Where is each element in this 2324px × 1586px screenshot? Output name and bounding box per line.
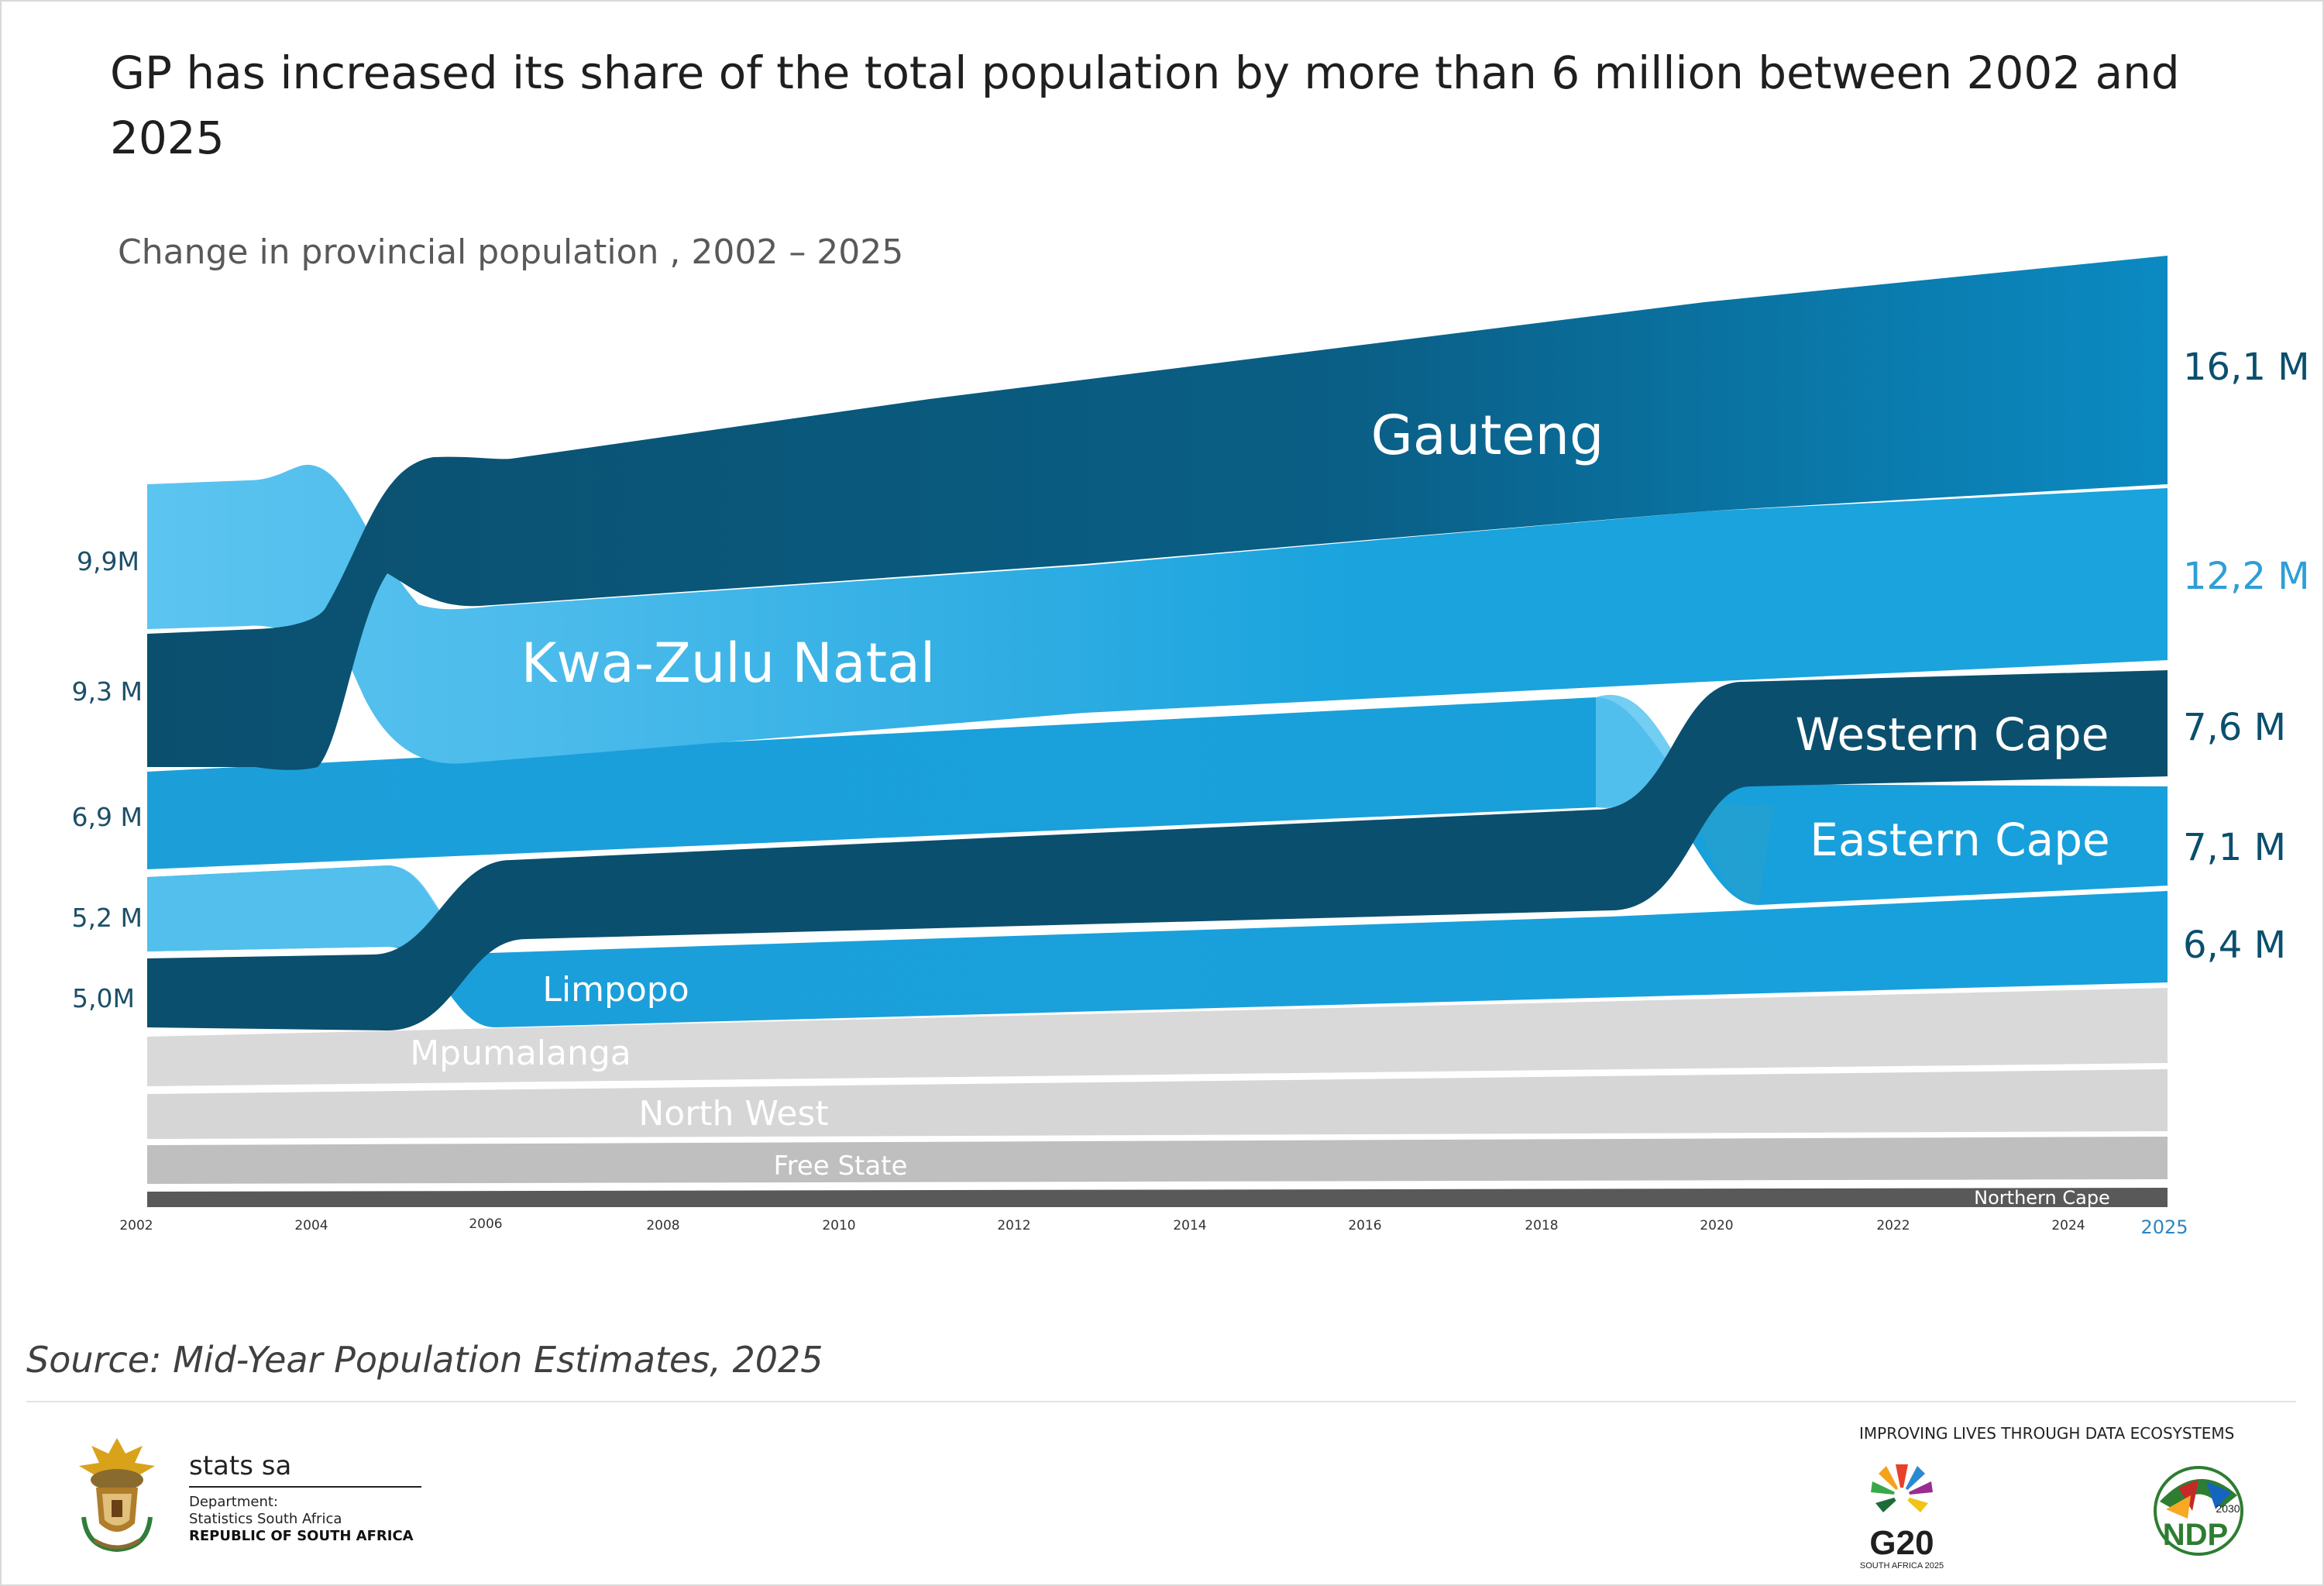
label-gauteng: Gauteng <box>1371 404 1604 467</box>
x-tick-2010: 2010 <box>822 1218 855 1233</box>
end-label-kzn: 12,2 M <box>2183 555 2310 598</box>
org-department: Department: Statistics South Africa <box>189 1494 342 1528</box>
label-free-state: Free State <box>774 1151 908 1182</box>
label-eastern-cape: Eastern Cape <box>1810 814 2109 866</box>
x-tick-2020: 2020 <box>1700 1218 1733 1233</box>
x-tick-2002: 2002 <box>119 1218 153 1233</box>
g20-text: G20 <box>1869 1524 1934 1562</box>
ndp-text: NDP <box>2163 1518 2228 1552</box>
footer-divider <box>26 1401 2296 1402</box>
end-label-eastern-cape: 7,1 M <box>2183 826 2286 869</box>
coat-of-arms-logo <box>79 1438 155 1553</box>
footer-tagline: IMPROVING LIVES THROUGH DATA ECOSYSTEMS <box>1859 1424 2235 1443</box>
chart-subtitle: Change in provincial population , 2002 –… <box>118 232 904 272</box>
band-kzn <box>147 464 2168 764</box>
band-northern-cape <box>147 1188 2168 1207</box>
band-limpopo-start <box>147 865 445 953</box>
x-tick-2024: 2024 <box>2051 1218 2085 1233</box>
ndp-logo: 2030 NDP <box>2154 1466 2243 1556</box>
label-mpumalanga: Mpumalanga <box>410 1034 631 1073</box>
x-tick-2006: 2006 <box>469 1216 502 1232</box>
x-tick-2018: 2018 <box>1525 1218 1558 1233</box>
source-note: Source: Mid-Year Population Estimates, 2… <box>26 1339 823 1381</box>
x-tick-2008: 2008 <box>646 1218 679 1233</box>
end-label-western-cape: 7,6 M <box>2183 706 2286 749</box>
department-label: Department: <box>189 1494 278 1510</box>
end-label-gauteng: 16,1 M <box>2183 346 2310 389</box>
org-name: stats sa <box>189 1450 292 1481</box>
ndp-year: 2030 <box>2216 1502 2240 1515</box>
start-label-gauteng: 9,3 M <box>72 676 143 707</box>
x-tick-2016: 2016 <box>1348 1218 1381 1233</box>
label-north-west: North West <box>638 1094 828 1134</box>
end-label-limpopo: 6,4 M <box>2183 924 2286 967</box>
label-northern-cape: Northern Cape <box>1974 1187 2110 1209</box>
label-western-cape: Western Cape <box>1796 708 2109 761</box>
country-name: REPUBLIC OF SOUTH AFRICA <box>189 1528 414 1544</box>
label-limpopo: Limpopo <box>542 970 689 1010</box>
start-label-limpopo: 5,2 M <box>72 903 143 933</box>
chart-title: GP has increased its share of the total … <box>110 46 2180 164</box>
band-western-cape <box>147 670 2168 1030</box>
start-label-eastern-cape: 6,9 M <box>72 802 143 832</box>
bump-chart: Gauteng Kwa-Zulu Natal Western Cape East… <box>72 256 2310 1238</box>
x-tick-2025: 2025 <box>2140 1216 2188 1238</box>
band-north-west <box>147 1069 2168 1139</box>
department-name: Statistics South Africa <box>189 1511 342 1527</box>
x-tick-2004: 2004 <box>294 1218 328 1233</box>
band-mpumalanga <box>147 988 2168 1086</box>
start-label-western-cape: 5,0M <box>72 983 135 1013</box>
x-tick-2014: 2014 <box>1173 1218 1206 1233</box>
band-gauteng <box>147 256 2168 770</box>
band-limpopo <box>147 865 2168 1027</box>
label-kzn: Kwa-Zulu Natal <box>521 631 936 695</box>
x-tick-2022: 2022 <box>1876 1218 1910 1233</box>
g20-logo: G20 SOUTH AFRICA 2025 <box>1860 1464 1944 1571</box>
x-tick-2012: 2012 <box>997 1218 1030 1233</box>
g20-subtext: SOUTH AFRICA 2025 <box>1860 1561 1944 1571</box>
band-eastern-cape <box>147 697 2168 905</box>
start-label-kzn: 9,9M <box>77 546 139 576</box>
band-free-state <box>147 1137 2168 1184</box>
org-rule <box>189 1486 421 1488</box>
